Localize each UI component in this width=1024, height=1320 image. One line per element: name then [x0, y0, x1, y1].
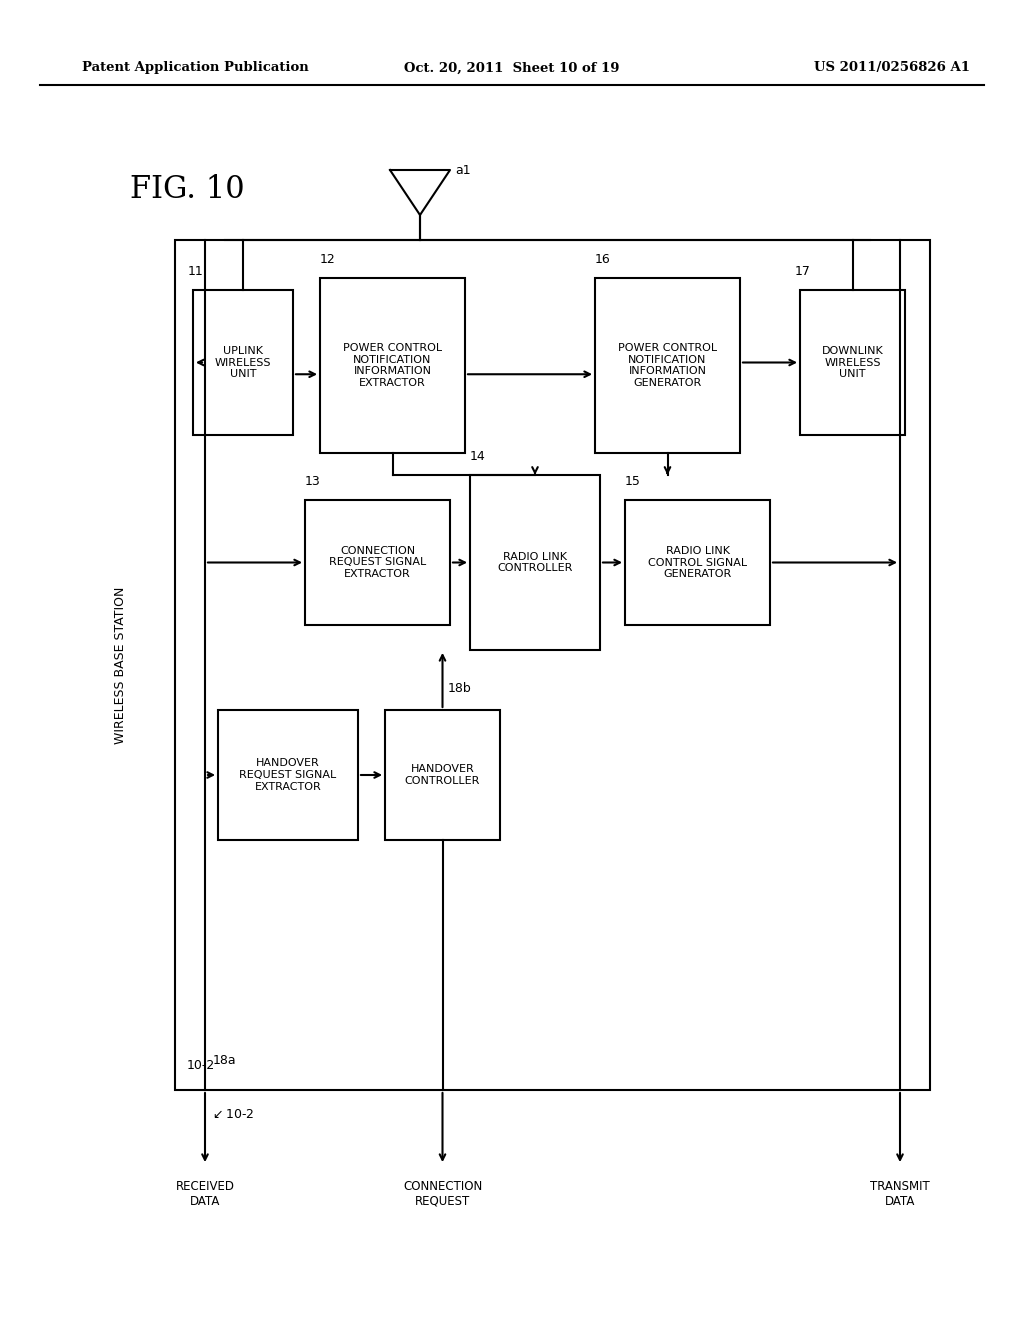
Text: 12: 12: [319, 253, 336, 267]
Bar: [625, 500, 770, 624]
Text: RECEIVED
DATA: RECEIVED DATA: [175, 1180, 234, 1208]
Text: CONNECTION
REQUEST: CONNECTION REQUEST: [402, 1180, 482, 1208]
Text: CONNECTION
REQUEST SIGNAL
EXTRACTOR: CONNECTION REQUEST SIGNAL EXTRACTOR: [329, 546, 426, 579]
Text: UPLINK
WIRELESS
UNIT: UPLINK WIRELESS UNIT: [215, 346, 271, 379]
Text: POWER CONTROL
NOTIFICATION
INFORMATION
EXTRACTOR: POWER CONTROL NOTIFICATION INFORMATION E…: [343, 343, 442, 388]
Bar: [218, 710, 358, 840]
Text: a1: a1: [455, 164, 471, 177]
Bar: [385, 710, 500, 840]
Bar: [193, 290, 293, 436]
Text: 13: 13: [305, 475, 321, 488]
Text: HANDOVER
REQUEST SIGNAL
EXTRACTOR: HANDOVER REQUEST SIGNAL EXTRACTOR: [240, 759, 337, 792]
Bar: [305, 500, 450, 624]
Text: 18a: 18a: [213, 1053, 237, 1067]
Text: 10-2: 10-2: [187, 1059, 215, 1072]
Text: 17: 17: [795, 265, 811, 279]
Text: 16: 16: [595, 253, 610, 267]
Bar: [175, 240, 930, 1090]
Text: HANDOVER
CONTROLLER: HANDOVER CONTROLLER: [404, 764, 480, 785]
Text: 15: 15: [625, 475, 641, 488]
Bar: [800, 290, 905, 436]
Text: RADIO LINK
CONTROL SIGNAL
GENERATOR: RADIO LINK CONTROL SIGNAL GENERATOR: [648, 546, 748, 579]
Text: DOWNLINK
WIRELESS
UNIT: DOWNLINK WIRELESS UNIT: [821, 346, 884, 379]
Text: Patent Application Publication: Patent Application Publication: [82, 62, 309, 74]
Text: FIG. 10: FIG. 10: [130, 174, 245, 206]
Bar: [595, 279, 740, 453]
Bar: [319, 279, 465, 453]
Text: WIRELESS BASE STATION: WIRELESS BASE STATION: [114, 586, 127, 743]
Bar: [470, 475, 600, 649]
Text: TRANSMIT
DATA: TRANSMIT DATA: [870, 1180, 930, 1208]
Text: POWER CONTROL
NOTIFICATION
INFORMATION
GENERATOR: POWER CONTROL NOTIFICATION INFORMATION G…: [617, 343, 717, 388]
Text: RADIO LINK
CONTROLLER: RADIO LINK CONTROLLER: [498, 552, 572, 573]
Text: 14: 14: [470, 450, 485, 463]
Text: Oct. 20, 2011  Sheet 10 of 19: Oct. 20, 2011 Sheet 10 of 19: [404, 62, 620, 74]
Text: 11: 11: [188, 265, 204, 279]
Text: 18b: 18b: [447, 682, 471, 696]
Text: US 2011/0256826 A1: US 2011/0256826 A1: [814, 62, 970, 74]
Text: $\swarrow$10-2: $\swarrow$10-2: [210, 1109, 254, 1122]
